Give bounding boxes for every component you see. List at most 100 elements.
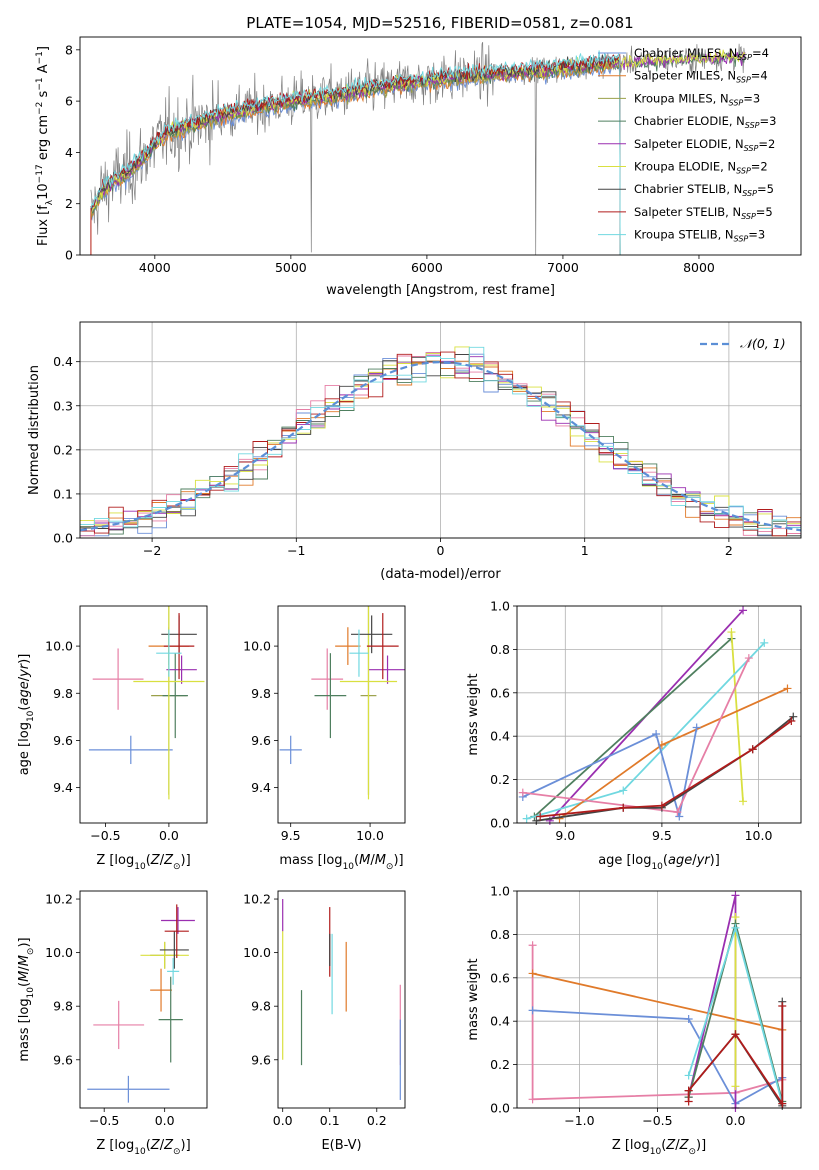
y-axis-label-part: λ bbox=[45, 199, 55, 205]
x-tick-label: 0 bbox=[437, 543, 445, 558]
legend-entry-sub: SSP bbox=[742, 189, 757, 198]
x-axis-label-part: / bbox=[370, 853, 375, 868]
model-line-chabrier-stelib bbox=[90, 54, 621, 255]
legend-entry-count: =3 bbox=[760, 114, 777, 128]
x-axis-label: Z [log10(Z/Z⊙)] bbox=[96, 853, 190, 872]
weight-marker bbox=[528, 1095, 537, 1104]
y-tick-label: 0.4 bbox=[53, 354, 73, 369]
y-tick-label: 0.0 bbox=[490, 1101, 510, 1116]
legend-entry-count: =4 bbox=[752, 46, 769, 60]
weight-marker bbox=[619, 786, 628, 795]
y-tick-label: 10.0 bbox=[45, 639, 73, 654]
legend-entry-count: =3 bbox=[743, 91, 760, 105]
x-axis-label: age [log10(age/yr)] bbox=[598, 853, 720, 872]
y-axis-label-part: −1 bbox=[35, 77, 45, 90]
legend-entry-count: =3 bbox=[748, 228, 765, 242]
x-axis-label: Z [log10(Z/Z⊙)] bbox=[96, 1138, 190, 1157]
weight-line bbox=[533, 637, 733, 818]
x-tick-label: 0.0 bbox=[155, 1113, 175, 1128]
y-tick-label: 0.2 bbox=[490, 1057, 510, 1072]
weight-marker bbox=[518, 788, 527, 797]
x-axis-label-part: 10 bbox=[134, 862, 146, 872]
legend-entry-sub: SSP bbox=[734, 235, 749, 244]
x-axis-label: E(B-V) bbox=[321, 1138, 361, 1153]
legend-entry-count: =5 bbox=[757, 182, 774, 196]
axes-frame bbox=[277, 605, 406, 824]
panel-spectrum: 4000 5000 6000 7000 8000 0 2 4 6 8 Chabrier MILES,… bbox=[35, 36, 802, 298]
weight-marker bbox=[522, 814, 531, 823]
y-tick-label: 10.0 bbox=[243, 639, 271, 654]
x-axis-label-part: ( bbox=[146, 853, 151, 868]
weight-marker bbox=[692, 723, 701, 732]
y-tick-label: 0.4 bbox=[490, 1014, 510, 1029]
x-tick-label: 9.5 bbox=[281, 828, 301, 843]
y-tick-label: 0.8 bbox=[490, 642, 510, 657]
y-tick-label: 0.2 bbox=[490, 772, 510, 787]
y-tick-label: 0.3 bbox=[53, 398, 73, 413]
y-axis-label: mass weight bbox=[466, 673, 481, 755]
histogram-step bbox=[80, 346, 801, 537]
weight-marker bbox=[744, 654, 753, 663]
legend-entry-sub: SSP bbox=[745, 121, 760, 130]
weight-marker bbox=[619, 803, 628, 812]
x-axis-label-part: Z bbox=[163, 1138, 174, 1153]
y-tick-label: 9.4 bbox=[251, 780, 271, 795]
y-axis-label-part: ] bbox=[36, 46, 51, 51]
y-axis-label-part: 10 bbox=[36, 183, 51, 200]
axes-frame bbox=[79, 605, 208, 824]
y-axis-label-part: )] bbox=[17, 937, 32, 947]
axes-frame bbox=[79, 890, 208, 1109]
y-tick-label: 9.6 bbox=[53, 1052, 73, 1067]
y-tick-label: 9.8 bbox=[53, 999, 73, 1014]
x-axis-label-part: Z bbox=[150, 853, 161, 868]
x-axis-label-part: 10 bbox=[651, 862, 663, 872]
y-tick-label: 0.2 bbox=[53, 442, 73, 457]
weight-marker bbox=[528, 1006, 537, 1015]
y-axis-label-part: 10 bbox=[26, 710, 36, 722]
legend-entry-sub: SSP bbox=[736, 76, 751, 85]
legend-entry: Chabrier STELIB, NSSP=5 bbox=[634, 182, 774, 198]
y-tick-label: 9.6 bbox=[251, 1052, 271, 1067]
weight-marker bbox=[536, 812, 545, 821]
x-tick-label: −0.5 bbox=[90, 828, 120, 843]
x-axis-label-part: Z [log bbox=[96, 853, 134, 868]
x-axis-label: mass [log10(M/M⊙)] bbox=[279, 853, 403, 872]
x-axis-label-part: mass [log bbox=[279, 853, 342, 868]
x-axis-label-part: ( bbox=[354, 853, 359, 868]
x-axis-label-part: Z bbox=[163, 853, 174, 868]
x-tick-label: 4000 bbox=[139, 260, 171, 275]
x-axis-label-part: )] bbox=[710, 853, 720, 868]
x-axis-label-part: / bbox=[160, 1138, 165, 1153]
model-line-salpeter-stelib bbox=[90, 54, 621, 255]
legend-entry: Salpeter MILES, NSSP=4 bbox=[634, 69, 768, 85]
legend-entry-count: =5 bbox=[756, 205, 773, 219]
weight-line bbox=[532, 972, 783, 1031]
x-axis-label-part: M bbox=[359, 853, 370, 868]
y-axis-label-part: ( bbox=[17, 706, 32, 711]
weight-marker bbox=[528, 969, 537, 978]
x-axis-label-part: )] bbox=[393, 853, 403, 868]
x-axis-label-part: )] bbox=[696, 1138, 706, 1153]
y-tick-label: 0.0 bbox=[53, 531, 73, 546]
x-tick-label: 0.1 bbox=[320, 1113, 340, 1128]
weight-line bbox=[522, 727, 698, 817]
axes-frame bbox=[277, 890, 406, 1109]
legend-entry-sub: SSP bbox=[741, 212, 756, 221]
y-tick-label: 9.8 bbox=[251, 686, 271, 701]
y-tick-label: 8 bbox=[65, 42, 73, 57]
legend-entry-sub: SSP bbox=[737, 53, 752, 62]
weight-marker bbox=[731, 923, 740, 932]
y-tick-label: 0.6 bbox=[490, 970, 510, 985]
x-axis-label-part: Z [log bbox=[96, 1138, 134, 1153]
y-axis-label-part: A bbox=[36, 64, 51, 77]
x-tick-label: −2 bbox=[143, 543, 161, 558]
x-axis-label-part: ⊙ bbox=[386, 862, 394, 872]
axes-frame bbox=[516, 890, 802, 1109]
x-tick-label: 5000 bbox=[275, 260, 307, 275]
normal-curve bbox=[79, 360, 802, 532]
y-axis-label: mass weight bbox=[466, 958, 481, 1040]
y-axis-label-part: / bbox=[17, 676, 32, 681]
